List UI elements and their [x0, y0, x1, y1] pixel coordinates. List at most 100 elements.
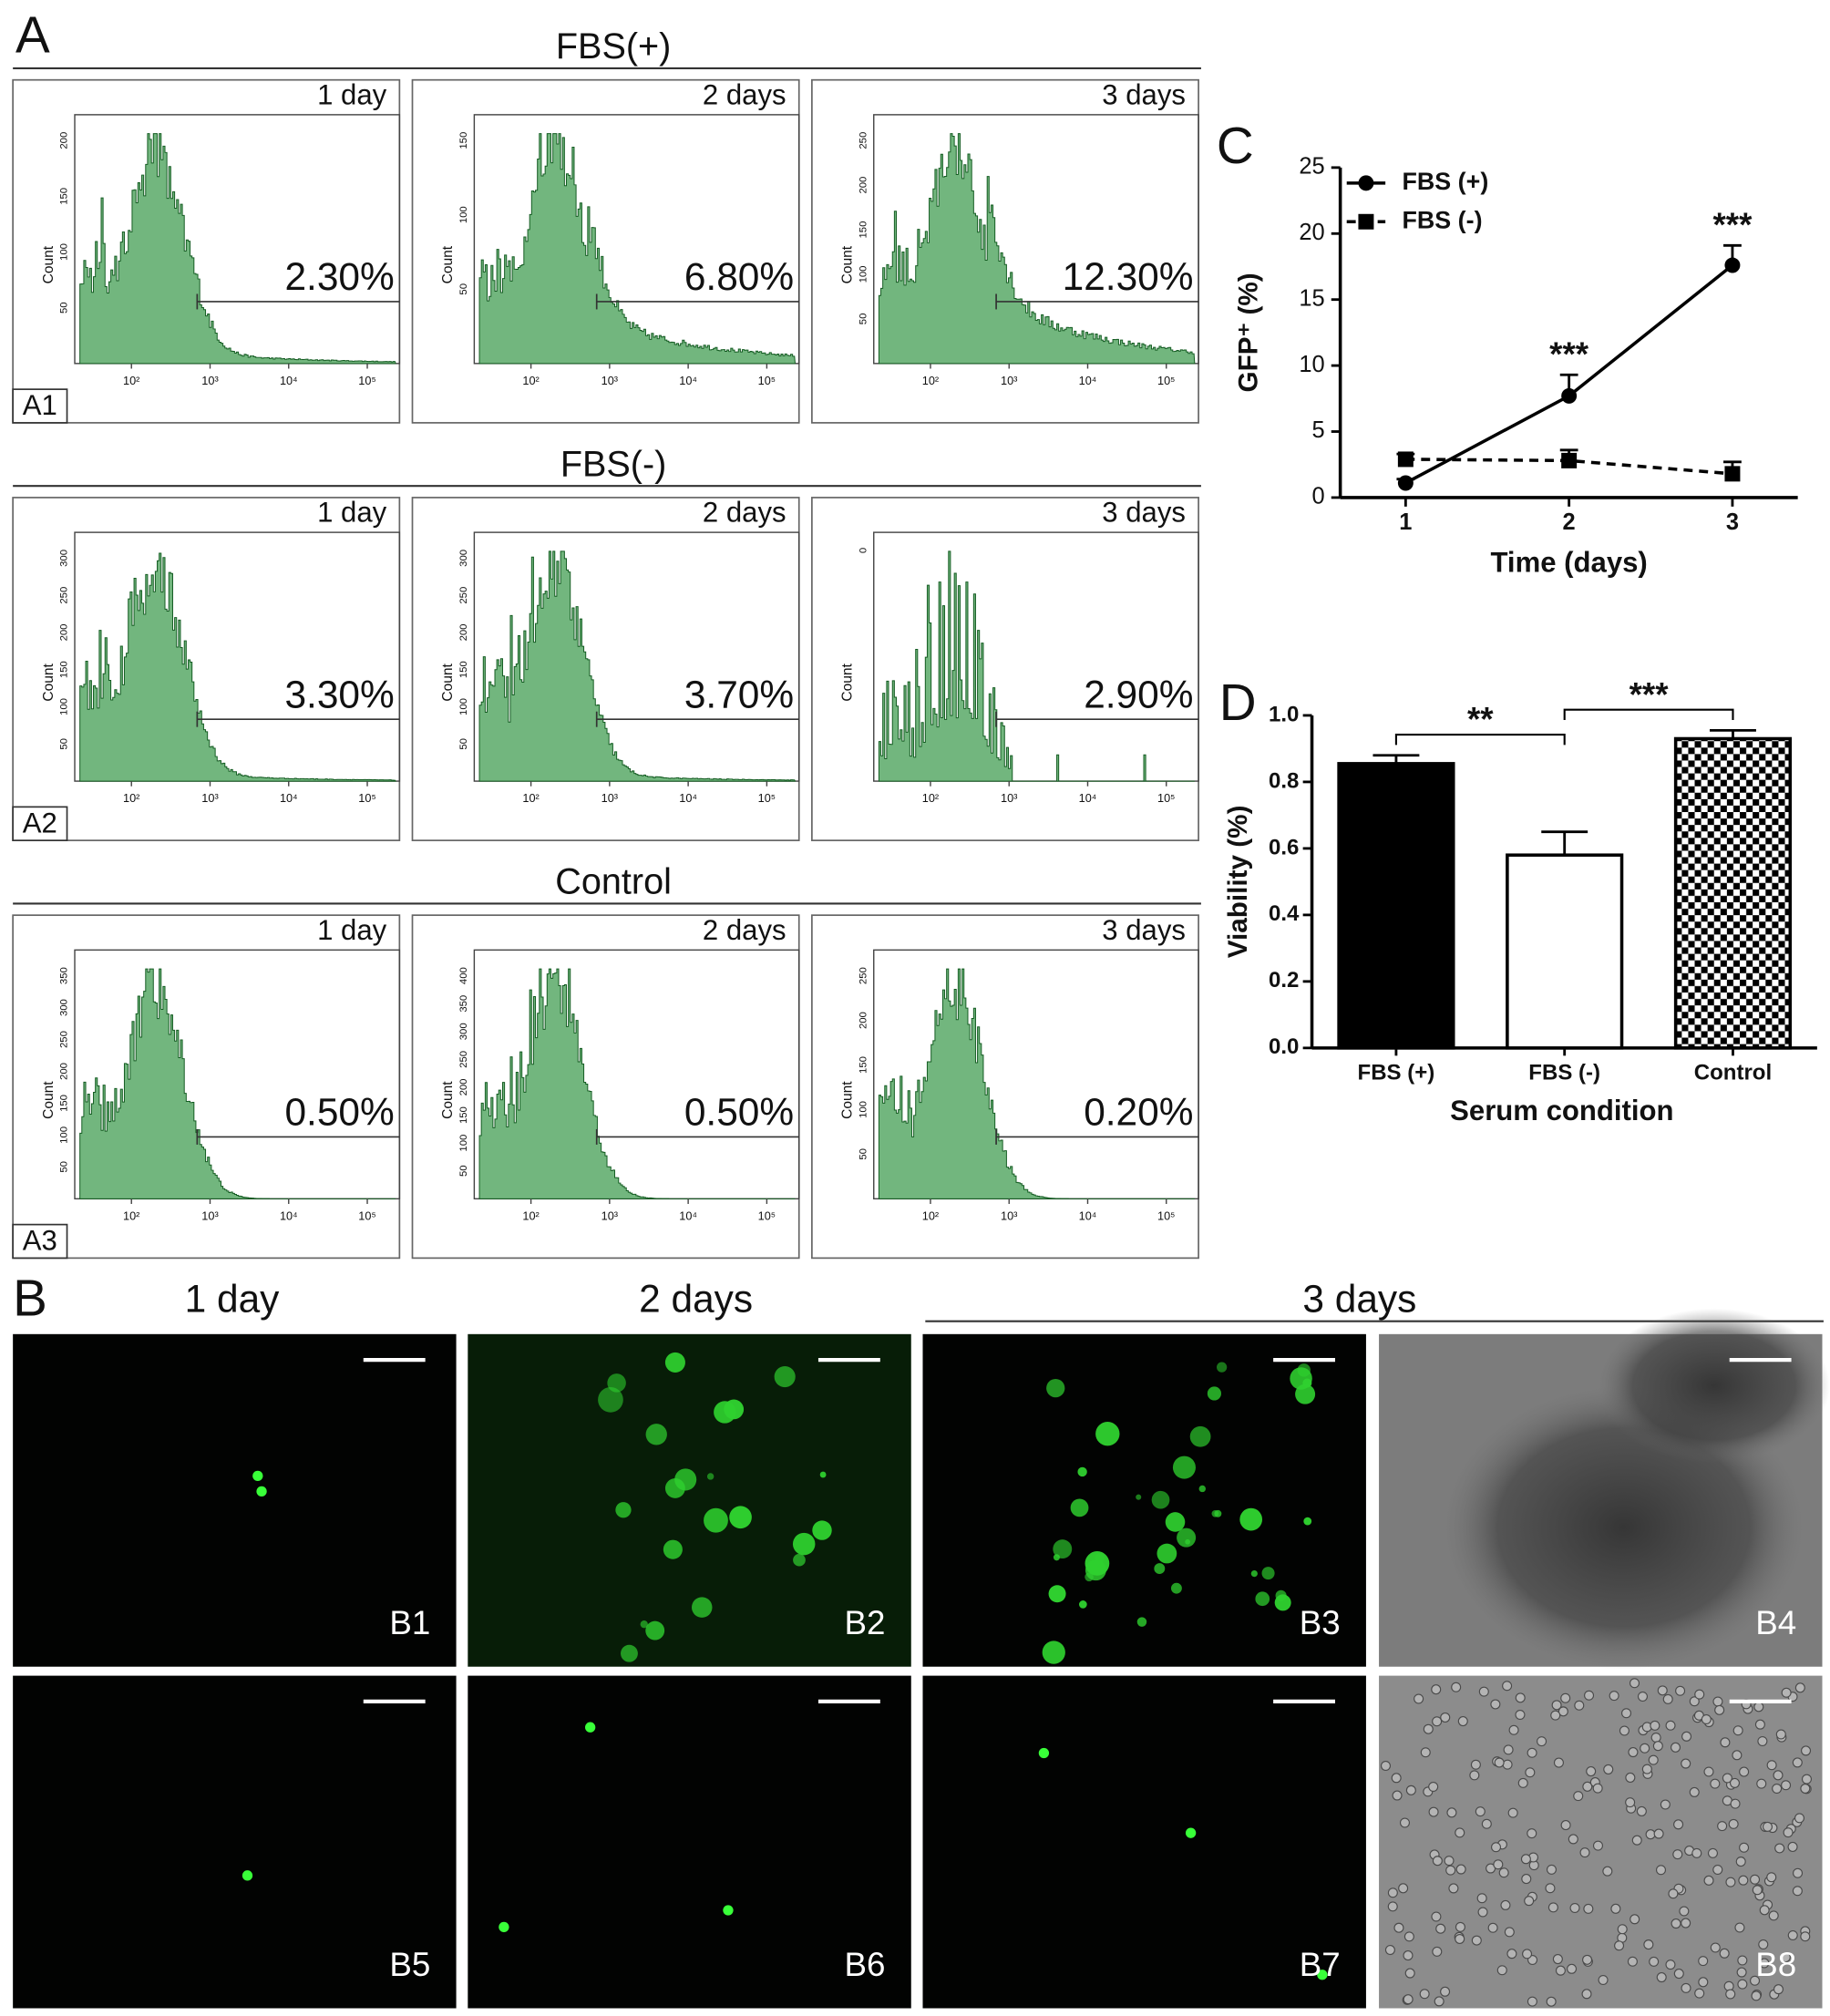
plot-box: [411, 78, 800, 424]
cell: [1787, 1841, 1798, 1852]
cell: [1583, 1903, 1594, 1914]
tag-box: [12, 806, 68, 841]
y-tick-label: 250: [59, 1031, 70, 1048]
cell: [1527, 1828, 1537, 1839]
y-tick-label: 100: [858, 1101, 869, 1118]
cell: [1739, 1842, 1750, 1853]
cell: [1756, 1778, 1767, 1789]
cell: [1574, 1700, 1585, 1711]
y-tick-label: 5: [1312, 417, 1325, 443]
x-tick-label: FBS (-): [1528, 1060, 1600, 1085]
cell: [1650, 1732, 1661, 1743]
cell: [1420, 1747, 1431, 1758]
cell: [1625, 1772, 1636, 1783]
cell: [1502, 1681, 1513, 1692]
gfp-cell: [1185, 1827, 1197, 1838]
y-tick-label: 50: [59, 302, 70, 314]
cell: [1527, 1996, 1537, 2007]
histogram: [478, 968, 796, 1199]
gfp-cell: [1297, 1363, 1311, 1377]
cell: [1793, 1867, 1804, 1878]
gfp-cell: [1295, 1383, 1316, 1404]
y-tick-label: 50: [458, 1165, 469, 1177]
cell: [1399, 1817, 1410, 1828]
y-axis-title: Viability (%): [1223, 806, 1253, 959]
cell: [1750, 1874, 1761, 1885]
micrograph: [922, 1675, 1366, 2009]
y-axis-label: Count: [440, 245, 456, 283]
gfp-cell: [729, 1506, 752, 1529]
cell: [1506, 1949, 1517, 1959]
cell: [1781, 1687, 1792, 1698]
cell: [1729, 1777, 1740, 1788]
cell: [1751, 1990, 1762, 2001]
cell: [1455, 1864, 1466, 1875]
panel-label: A: [15, 5, 50, 63]
cell: [1665, 1720, 1676, 1731]
gfp-cell: [1095, 1422, 1120, 1446]
gfp-cell: [691, 1597, 713, 1618]
cell: [1773, 1770, 1784, 1781]
column-title: 3 days: [1302, 1278, 1416, 1321]
data-point: [1724, 257, 1741, 273]
cell: [1500, 1899, 1511, 1910]
gfp-cell: [1136, 1494, 1142, 1500]
gfp-cell: [663, 1539, 683, 1559]
cell: [1517, 1777, 1528, 1788]
x-tick-label: 10³: [201, 374, 218, 387]
cell: [1423, 1723, 1434, 1734]
x-tick-label: 10⁵: [358, 791, 375, 805]
y-tick-label: 0: [1312, 484, 1325, 509]
cell: [1550, 1710, 1561, 1721]
cell: [1455, 1933, 1465, 1944]
cell: [1546, 1864, 1557, 1875]
cell: [1794, 1813, 1805, 1824]
cell: [1435, 1923, 1446, 1934]
cell: [1493, 1859, 1504, 1870]
cell: [1657, 1685, 1668, 1696]
bar: [1337, 762, 1455, 1050]
gfp-cell: [1038, 1747, 1050, 1759]
y-tick-label: 300: [458, 550, 469, 567]
cell: [1759, 1958, 1770, 1969]
image-label: B7: [1300, 1946, 1341, 1983]
x-tick-label: 10⁴: [280, 791, 298, 805]
x-tick-label: 10⁴: [1079, 791, 1097, 805]
cell: [1440, 1986, 1451, 1997]
y-tick-label: 250: [858, 967, 869, 984]
cell: [1643, 1939, 1654, 1950]
cell: [1738, 1875, 1749, 1886]
gfp-cell: [1185, 1538, 1191, 1545]
cell: [1405, 1785, 1416, 1795]
cell: [1582, 1781, 1593, 1792]
x-tick-label: 10⁴: [280, 374, 298, 387]
cell: [1560, 1692, 1571, 1703]
gate-percent: 6.80%: [684, 255, 794, 298]
image-label: B8: [1755, 1946, 1796, 1983]
gfp-cell: [1136, 1617, 1147, 1627]
y-axis-label: Count: [840, 663, 856, 701]
cell: [1619, 1725, 1630, 1736]
cell: [1694, 1988, 1705, 1999]
gfp-cell: [1255, 1591, 1270, 1607]
gfp-cell: [645, 1424, 667, 1445]
histogram: [478, 133, 797, 365]
cell: [1689, 1786, 1700, 1797]
y-tick-label: 250: [59, 587, 70, 604]
cell: [1645, 1829, 1656, 1840]
x-tick-label: 10⁵: [358, 1209, 375, 1222]
x-tick-label: 10⁵: [1157, 374, 1175, 387]
gfp-cell: [1151, 1490, 1170, 1509]
cell: [1478, 1686, 1489, 1697]
y-tick-label: 0.2: [1269, 968, 1299, 993]
cell: [1712, 1865, 1723, 1876]
plot-label: 2 days: [703, 497, 786, 529]
cell: [1502, 1759, 1513, 1770]
column-title: 2 days: [639, 1278, 753, 1321]
plot-box: [811, 78, 1199, 424]
cell: [1546, 1996, 1557, 2007]
y-tick-label: 200: [59, 1063, 70, 1080]
cell: [1675, 1685, 1686, 1696]
y-tick-label: 50: [59, 738, 70, 750]
x-tick-label: 10⁵: [758, 374, 776, 387]
